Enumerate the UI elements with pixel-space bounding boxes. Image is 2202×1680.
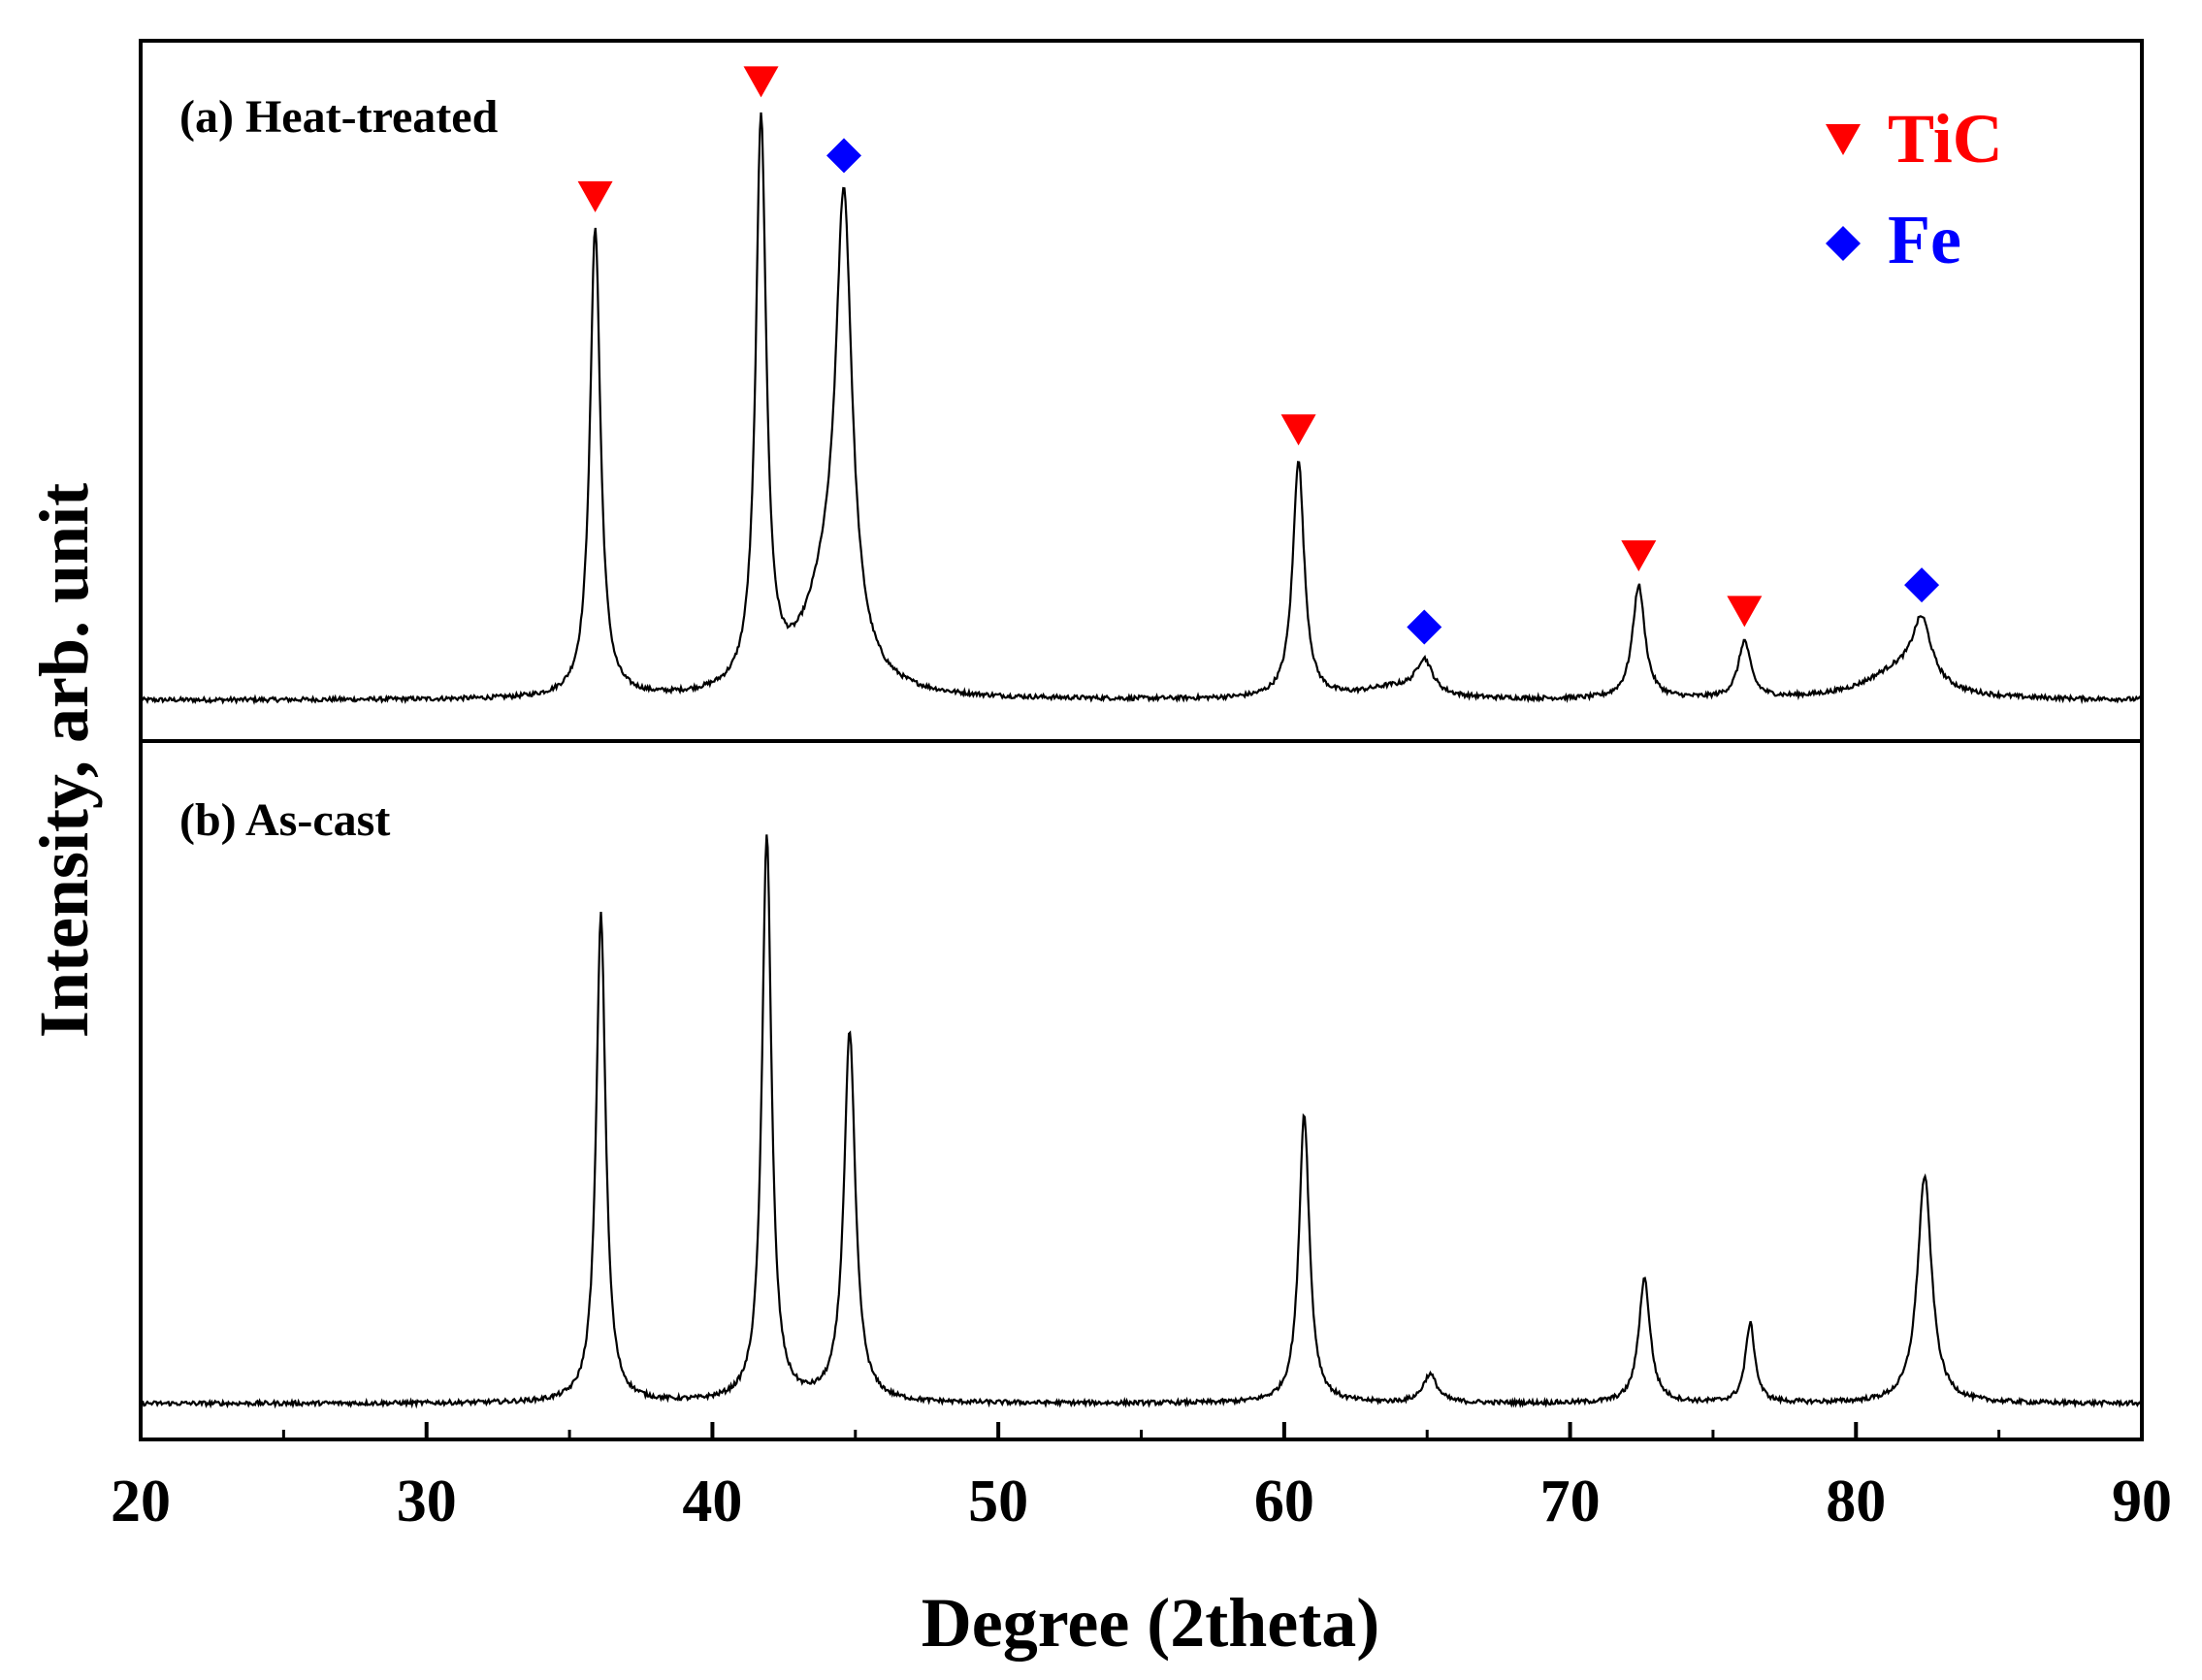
fe-marker	[1407, 609, 1442, 645]
tic-marker	[1280, 414, 1316, 446]
x-tick-label: 50	[968, 1469, 1028, 1535]
series-line-panel-b	[139, 834, 2143, 1409]
tic-marker	[577, 180, 613, 212]
x-tick-label: 40	[682, 1469, 742, 1535]
x-tick-label: 60	[1254, 1469, 1314, 1535]
tic-marker	[1727, 596, 1763, 628]
panel-a-label: (a) Heat-treated	[179, 91, 499, 143]
tic-marker	[1621, 540, 1657, 572]
x-tick-label: 30	[397, 1469, 457, 1535]
x-tick-label: 80	[1826, 1469, 1886, 1535]
x-tick-label: 90	[2112, 1469, 2172, 1535]
x-tick-label: 20	[111, 1469, 171, 1535]
fe-marker	[826, 138, 861, 174]
legend-fe-marker	[1826, 226, 1861, 261]
legend: TiC Fe	[1826, 100, 2003, 278]
panel-b-label: (b) As-cast	[179, 794, 390, 846]
legend-tic-marker	[1826, 124, 1861, 155]
x-axis-label: Degree (2theta)	[922, 1584, 1379, 1662]
x-tick-label: 70	[1540, 1469, 1601, 1535]
legend-tic-label: TiC	[1888, 100, 2003, 178]
y-axis-label: Intensity, arb. unit	[25, 483, 103, 1038]
series-line-panel-a	[140, 112, 2143, 705]
legend-fe-label: Fe	[1888, 201, 1961, 278]
tic-marker	[743, 66, 779, 98]
fe-marker	[1904, 567, 1940, 603]
